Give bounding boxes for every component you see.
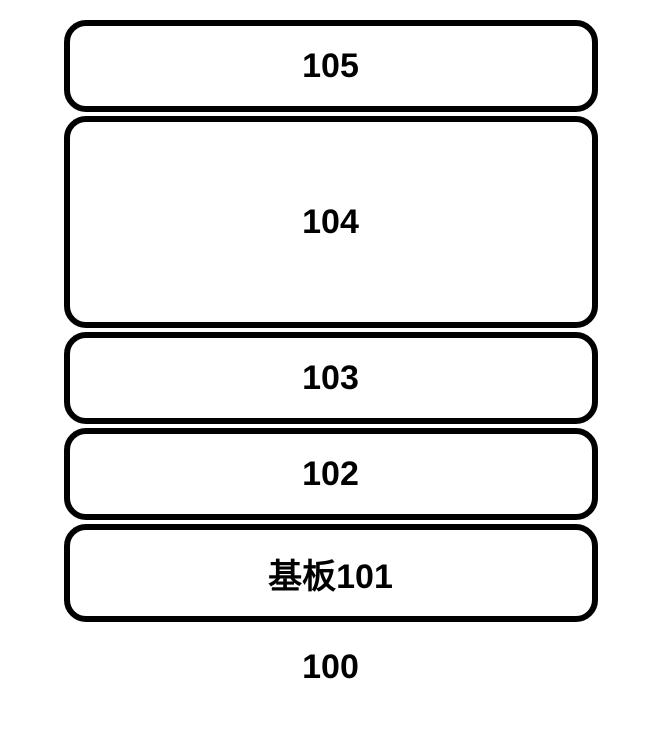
layer-103: 103 bbox=[64, 332, 598, 424]
layers-container: 105 104 103 102 基板101 bbox=[64, 20, 598, 622]
layer-105: 105 bbox=[64, 20, 598, 112]
layer-105-label: 105 bbox=[302, 47, 359, 86]
layer-104: 104 bbox=[64, 116, 598, 328]
layer-101-label: 基板101 bbox=[268, 549, 393, 598]
layer-102-label: 102 bbox=[302, 455, 359, 494]
layer-101: 基板101 bbox=[64, 524, 598, 622]
layer-103-label: 103 bbox=[302, 359, 359, 398]
layer-104-label: 104 bbox=[302, 203, 359, 242]
diagram-caption: 100 bbox=[302, 648, 359, 687]
layer-stack-diagram: 105 104 103 102 基板101 100 bbox=[0, 0, 661, 687]
layer-102: 102 bbox=[64, 428, 598, 520]
